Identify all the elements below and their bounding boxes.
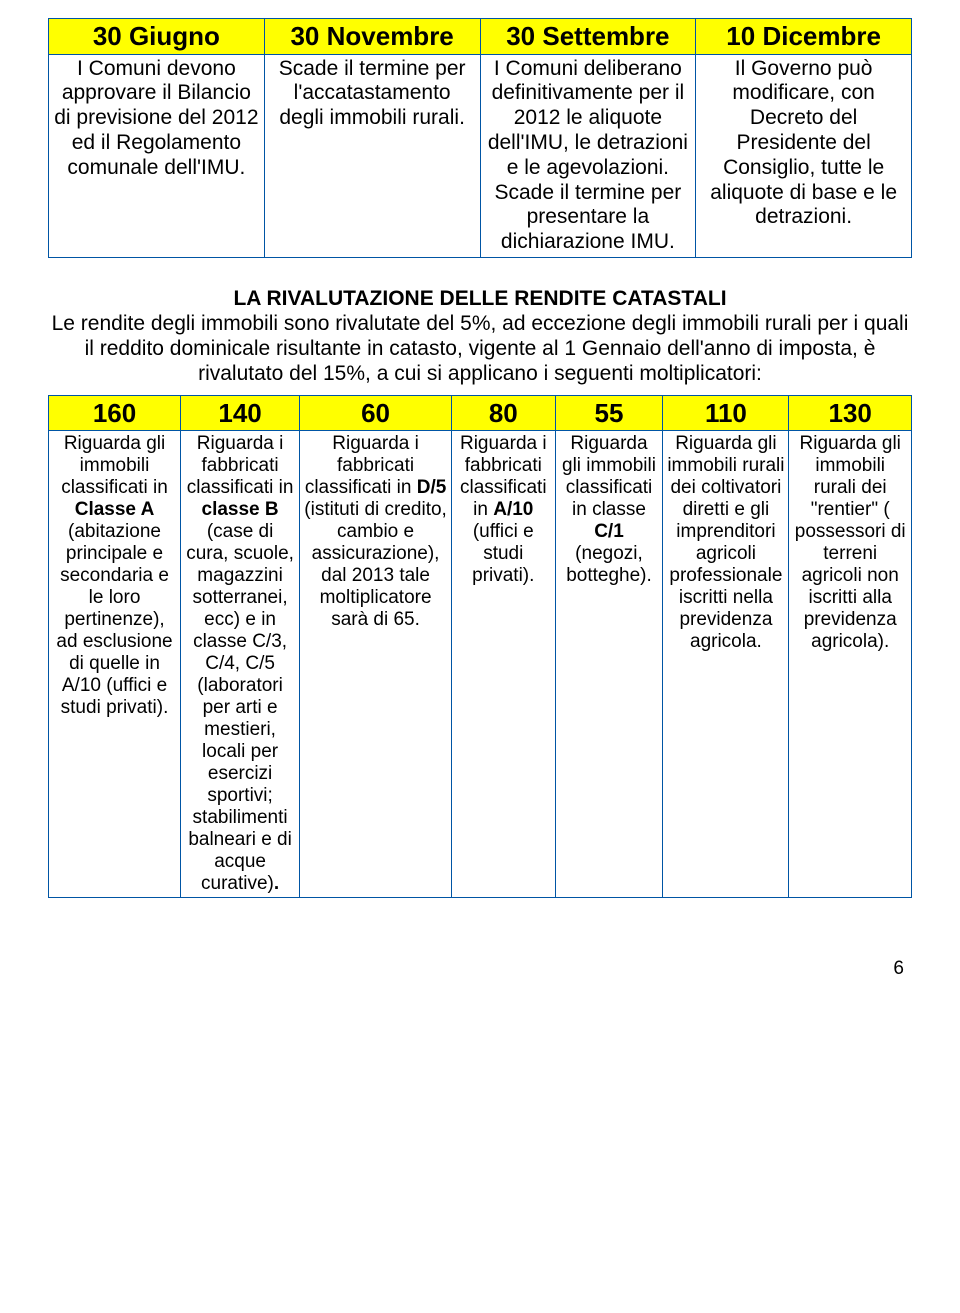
multiplier-header: 80 <box>452 395 556 430</box>
dates-cell: I Comuni devono approvare il Bilancio di… <box>49 54 265 257</box>
cell-bold: classe B <box>202 499 279 520</box>
cell-bold: D/5 <box>417 477 447 498</box>
cell-bold: C/1 <box>594 521 624 542</box>
cell-text: Riguarda i fabbricati classificati in <box>187 433 294 498</box>
cell-text: Riguarda gli immobili rurali dei "rentie… <box>795 433 906 652</box>
cell-text: Riguarda gli immobili classificati in cl… <box>562 433 656 520</box>
table-row: I Comuni devono approvare il Bilancio di… <box>49 54 912 257</box>
dates-header: 30 Settembre <box>480 19 696 55</box>
dates-header: 30 Novembre <box>264 19 480 55</box>
table-row: Riguarda gli immobili classificati in Cl… <box>49 430 912 898</box>
multiplier-header: 60 <box>300 395 452 430</box>
multiplier-cell: Riguarda i fabbricati classificati in cl… <box>181 430 300 898</box>
dates-table: 30 Giugno 30 Novembre 30 Settembre 10 Di… <box>48 18 912 258</box>
cell-text: (negozi, botteghe). <box>566 543 652 586</box>
cell-text: (istituti di credito, cambio e assicuraz… <box>304 499 447 630</box>
cell-tail: . <box>274 873 279 894</box>
dates-cell: Scade il termine per l'accatastamento de… <box>264 54 480 257</box>
cell-text: (uffici e studi privati). <box>472 521 534 586</box>
page-number: 6 <box>48 958 912 980</box>
cell-bold: Classe A <box>75 499 155 520</box>
multiplier-cell: Riguarda i fabbricati classificati in D/… <box>300 430 452 898</box>
multiplier-cell: Riguarda gli immobili rurali dei "rentie… <box>789 430 912 898</box>
multiplier-cell: Riguarda gli immobili rurali dei coltiva… <box>663 430 789 898</box>
section-body: Le rendite degli immobili sono rivalutat… <box>48 311 912 387</box>
table-header-row: 30 Giugno 30 Novembre 30 Settembre 10 Di… <box>49 19 912 55</box>
dates-header: 30 Giugno <box>49 19 265 55</box>
multiplier-header: 160 <box>49 395 181 430</box>
cell-text: (case di cura, scuole, magazzini sotterr… <box>186 521 294 895</box>
multiplier-cell: Riguarda i fabbricati classificati in A/… <box>452 430 556 898</box>
multiplier-cell: Riguarda gli immobili classificati in cl… <box>555 430 663 898</box>
dates-cell: Il Governo può modificare, con Decreto d… <box>696 54 912 257</box>
section-title: LA RIVALUTAZIONE DELLE RENDITE CATASTALI <box>48 286 912 311</box>
multiplier-header: 130 <box>789 395 912 430</box>
multiplier-header: 55 <box>555 395 663 430</box>
multiplier-header: 140 <box>181 395 300 430</box>
cell-text: Riguarda gli immobili classificati in <box>61 433 168 498</box>
cell-bold: A/10 <box>493 499 533 520</box>
dates-cell: I Comuni deliberano definitivamente per … <box>480 54 696 257</box>
cell-text: (abitazione principale e secondaria e le… <box>56 521 172 718</box>
multipliers-table: 160 140 60 80 55 110 130 Riguarda gli im… <box>48 395 912 899</box>
cell-text: Riguarda gli immobili rurali dei coltiva… <box>667 433 784 652</box>
multiplier-cell: Riguarda gli immobili classificati in Cl… <box>49 430 181 898</box>
dates-header: 10 Dicembre <box>696 19 912 55</box>
table-header-row: 160 140 60 80 55 110 130 <box>49 395 912 430</box>
multiplier-header: 110 <box>663 395 789 430</box>
cell-text: Riguarda i fabbricati classificati in <box>305 433 419 498</box>
